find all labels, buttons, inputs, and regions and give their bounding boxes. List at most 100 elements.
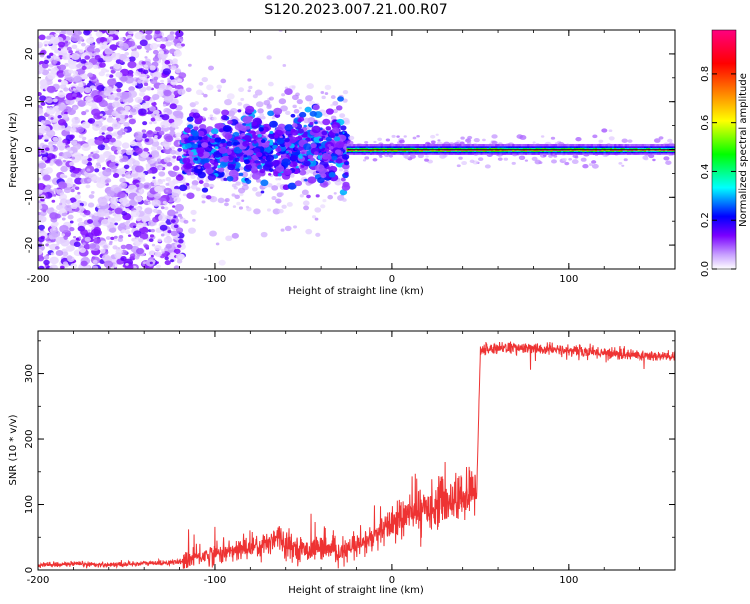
heatmap-cell: [102, 167, 106, 170]
heatmap-cell: [531, 143, 534, 147]
heatmap-cell: [533, 152, 536, 156]
heatmap-cell: [118, 234, 124, 239]
heatmap-cell: [618, 150, 621, 154]
heatmap-cell: [512, 147, 515, 150]
heatmap-cell: [111, 101, 120, 108]
heatmap-cell: [550, 145, 553, 149]
heatmap-cell: [552, 150, 556, 154]
heatmap-cell: [67, 77, 75, 83]
heatmap-cell: [665, 152, 668, 156]
heatmap-cell: [660, 147, 664, 150]
heatmap-cell: [399, 150, 403, 154]
heatmap-cell: [673, 145, 675, 149]
heatmap-cell: [605, 147, 609, 150]
heatmap-cell: [641, 152, 645, 156]
heatmap-cell: [567, 152, 570, 156]
heatmap-cell: [395, 143, 398, 147]
heatmap-cell: [505, 150, 509, 154]
heatmap-cell: [46, 35, 52, 40]
heatmap-cell: [373, 140, 377, 144]
heatmap-cell: [162, 49, 170, 55]
heatmap-cell: [38, 265, 45, 269]
heatmap-cell: [669, 143, 672, 147]
heatmap-cell: [423, 147, 426, 150]
heatmap-cell: [667, 143, 670, 147]
heatmap-cell: [70, 188, 75, 193]
heatmap-cell: [584, 145, 587, 149]
heatmap-cell: [178, 72, 187, 79]
heatmap-cell: [160, 120, 170, 129]
heatmap-cell: [608, 136, 615, 141]
heatmap-cell: [120, 114, 126, 119]
heatmap-cell: [47, 72, 56, 80]
heatmap-cell: [359, 150, 362, 154]
heatmap-cell: [151, 179, 156, 183]
heatmap-cell: [320, 204, 326, 209]
heatmap-cell: [233, 186, 238, 190]
heatmap-cell: [429, 150, 432, 154]
heatmap-cell: [635, 147, 638, 150]
heatmap-cell: [425, 155, 429, 158]
heatmap-cell: [497, 150, 500, 154]
heatmap-cell: [114, 207, 123, 215]
heatmap-cell: [618, 147, 621, 150]
heatmap-cell: [68, 62, 77, 70]
heatmap-cell: [516, 150, 519, 154]
heatmap-cell: [353, 143, 356, 147]
heatmap-cell: [416, 143, 420, 147]
heatmap-cell: [626, 143, 630, 147]
heatmap-cell: [71, 53, 80, 61]
heatmap-cell: [198, 81, 204, 86]
heatmap-cell: [92, 153, 100, 160]
heatmap-cell: [163, 206, 169, 211]
heatmap-cell: [450, 147, 454, 150]
heatmap-cell: [298, 106, 302, 110]
heatmap-cell: [339, 168, 344, 172]
heatmap-cell: [148, 250, 156, 256]
heatmap-cell: [157, 238, 162, 243]
heatmap-cell: [561, 150, 564, 154]
heatmap-cell: [365, 143, 369, 147]
heatmap-cell: [108, 74, 114, 78]
heatmap-cell: [321, 135, 326, 139]
heatmap-cell: [597, 143, 600, 147]
heatmap-cell: [460, 136, 465, 140]
heatmap-cell: [580, 157, 587, 162]
heatmap-cell: [512, 152, 515, 156]
heatmap-cell: [499, 143, 502, 147]
heatmap-cell: [633, 152, 636, 156]
heatmap-cell: [290, 113, 296, 118]
heatmap-cell: [121, 142, 130, 149]
heatmap-cell: [195, 187, 201, 192]
heatmap-cell: [52, 98, 58, 103]
heatmap-cell: [245, 179, 252, 184]
heatmap-cell: [609, 152, 613, 156]
heatmap-cell: [346, 145, 350, 149]
heatmap-cell: [103, 55, 113, 63]
heatmap-cell: [129, 256, 134, 260]
heatmap-cell: [108, 210, 113, 214]
heatmap-cell: [597, 152, 600, 156]
heatmap-cell: [389, 152, 392, 156]
heatmap-cell: [624, 150, 628, 154]
heatmap-cell: [542, 154, 547, 157]
heatmap-cell: [616, 150, 619, 154]
heatmap-cell: [321, 130, 328, 136]
heatmap-cell: [172, 165, 180, 171]
heatmap-cell: [471, 147, 475, 150]
heatmap-cell: [85, 184, 91, 189]
heatmap-cell: [621, 164, 625, 167]
heatmap-cell: [345, 162, 349, 165]
heatmap-cell: [486, 152, 490, 156]
heatmap-cell: [257, 108, 264, 114]
heatmap-cell: [497, 157, 503, 161]
heatmap-cell: [459, 152, 462, 156]
heatmap-cell: [486, 150, 490, 154]
heatmap-cell: [495, 147, 498, 150]
heatmap-cell: [377, 137, 383, 141]
colorbar-tick-label: 0.0: [700, 261, 711, 277]
heatmap-cell: [38, 211, 41, 216]
heatmap-cell: [173, 38, 181, 44]
heatmap-cell: [315, 164, 325, 172]
heatmap-cell: [211, 166, 216, 170]
